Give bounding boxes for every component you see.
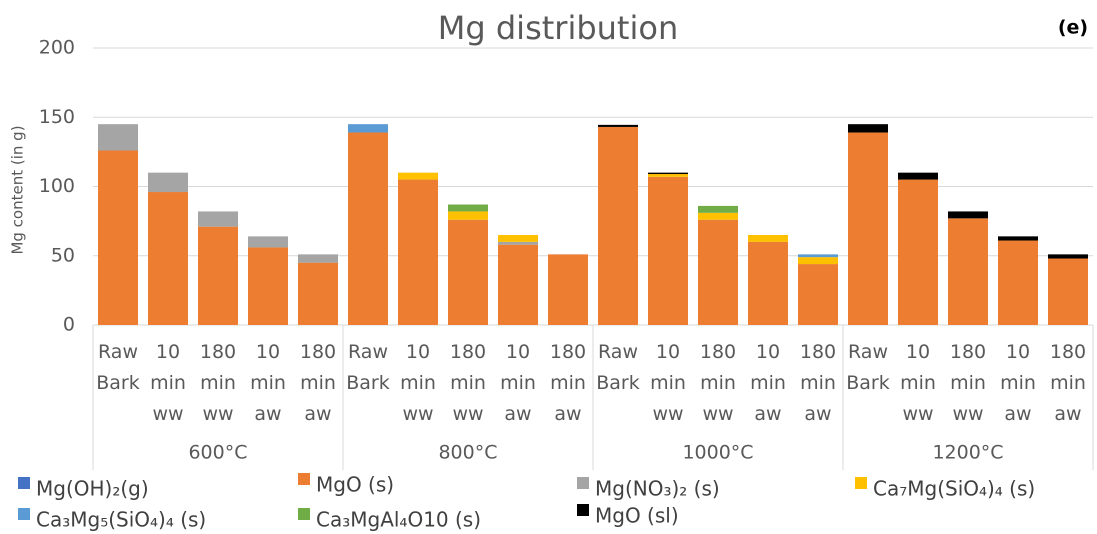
bar-segment bbox=[748, 234, 788, 242]
bar-segment bbox=[948, 211, 988, 219]
bar-segment bbox=[598, 126, 638, 325]
x-tick-label: 10 min ww bbox=[650, 341, 686, 425]
legend-swatch bbox=[855, 477, 867, 489]
x-tick-label: Raw Bark bbox=[96, 341, 140, 394]
x-tick-label: Raw Bark bbox=[596, 341, 640, 394]
bar-segment bbox=[698, 219, 738, 325]
bar-segment bbox=[148, 172, 188, 193]
bar-segment bbox=[248, 236, 288, 248]
bar-segment bbox=[798, 257, 838, 265]
bar-segment bbox=[448, 204, 488, 212]
y-axis-label: Mg content (in g) bbox=[9, 125, 27, 254]
bar-segment bbox=[998, 240, 1038, 325]
bar-segment bbox=[148, 192, 188, 325]
bar-segment bbox=[998, 236, 1038, 241]
bar-segment bbox=[798, 264, 838, 325]
group-label: 1000°C bbox=[682, 442, 753, 464]
legend-swatch bbox=[18, 477, 30, 489]
group-label: 1200°C bbox=[932, 442, 1003, 464]
legend-swatch bbox=[298, 508, 310, 520]
x-tick-label: 10 min aw bbox=[250, 341, 286, 425]
bar-segment bbox=[498, 241, 538, 245]
bar-segment bbox=[398, 172, 438, 180]
bar-segment bbox=[348, 124, 388, 133]
x-tick-label: Raw Bark bbox=[846, 341, 890, 394]
y-tick-label: 200 bbox=[39, 37, 75, 59]
bar-segment bbox=[948, 218, 988, 325]
bar-segment bbox=[798, 254, 838, 258]
bar-segment bbox=[1048, 254, 1088, 259]
legend-label: Mg(OH)₂(g) bbox=[36, 477, 149, 501]
panel-label: (e) bbox=[1058, 17, 1088, 39]
legend-label: Ca₃MgAl₄O10 (s) bbox=[316, 508, 481, 532]
bar-segment bbox=[248, 247, 288, 325]
legend-label: MgO (sl) bbox=[595, 504, 679, 528]
legend-label: Mg(NO₃)₂ (s) bbox=[595, 477, 720, 501]
x-tick-label: Raw Bark bbox=[346, 341, 390, 394]
y-tick-label: 0 bbox=[63, 314, 75, 336]
x-tick-label: 10 min aw bbox=[1000, 341, 1036, 425]
x-tick-label: 180 min aw bbox=[1049, 341, 1087, 425]
legend-label: MgO (s) bbox=[316, 473, 394, 497]
y-tick-label: 150 bbox=[39, 106, 75, 128]
bar-segment bbox=[198, 211, 238, 227]
x-tick-label: 180 min aw bbox=[299, 341, 337, 425]
x-tick-label: 180 min aw bbox=[799, 341, 837, 425]
bar-segment bbox=[748, 241, 788, 325]
bar-segment bbox=[98, 124, 138, 151]
x-tick-label: 10 min aw bbox=[500, 341, 536, 425]
y-tick-label: 50 bbox=[51, 244, 75, 266]
bar-segment bbox=[648, 174, 688, 177]
legend-label: Ca₇Mg(SiO₄)₄ (s) bbox=[873, 477, 1035, 501]
x-tick-label: 180 min ww bbox=[699, 341, 737, 425]
legend-swatch bbox=[298, 473, 310, 485]
legend-swatch bbox=[577, 477, 589, 489]
x-tick-label: 180 min ww bbox=[449, 341, 487, 425]
bar-segment bbox=[498, 234, 538, 242]
x-tick-label: 180 min aw bbox=[549, 341, 587, 425]
x-tick-label: 10 min ww bbox=[900, 341, 936, 425]
group-label: 800°C bbox=[438, 442, 497, 464]
bar-segment bbox=[98, 150, 138, 325]
x-tick-label: 180 min ww bbox=[949, 341, 987, 425]
legend-swatch bbox=[18, 508, 30, 520]
legend-label: Ca₃Mg₅(SiO₄)₄ (s) bbox=[36, 508, 206, 532]
x-tick-label: 180 min ww bbox=[199, 341, 237, 425]
bar-segment bbox=[1048, 258, 1088, 325]
bar-segment bbox=[498, 244, 538, 325]
bar-segment bbox=[298, 254, 338, 263]
bar-segment bbox=[698, 212, 738, 220]
bar-segment bbox=[898, 172, 938, 180]
x-tick-label: 10 min ww bbox=[150, 341, 186, 425]
bar-segment bbox=[648, 176, 688, 325]
legend-swatch bbox=[577, 504, 589, 516]
x-tick-label: 10 min aw bbox=[750, 341, 786, 425]
bar-segment bbox=[448, 211, 488, 220]
bar-segment bbox=[848, 132, 888, 325]
bar-segment bbox=[548, 254, 588, 325]
bar-segment bbox=[598, 124, 638, 127]
bar-segment bbox=[398, 179, 438, 325]
x-tick-label: 10 min ww bbox=[400, 341, 436, 425]
group-label: 600°C bbox=[188, 442, 247, 464]
y-tick-label: 100 bbox=[39, 175, 75, 197]
bar-segment bbox=[648, 172, 688, 175]
bar-segment bbox=[448, 219, 488, 325]
chart-title: Mg distribution bbox=[438, 9, 678, 47]
bar-segment bbox=[348, 132, 388, 325]
bar-segment bbox=[698, 205, 738, 213]
bar-segment bbox=[848, 124, 888, 133]
bar-segment bbox=[898, 179, 938, 325]
bar-segment bbox=[198, 226, 238, 325]
bar-segment bbox=[298, 262, 338, 325]
